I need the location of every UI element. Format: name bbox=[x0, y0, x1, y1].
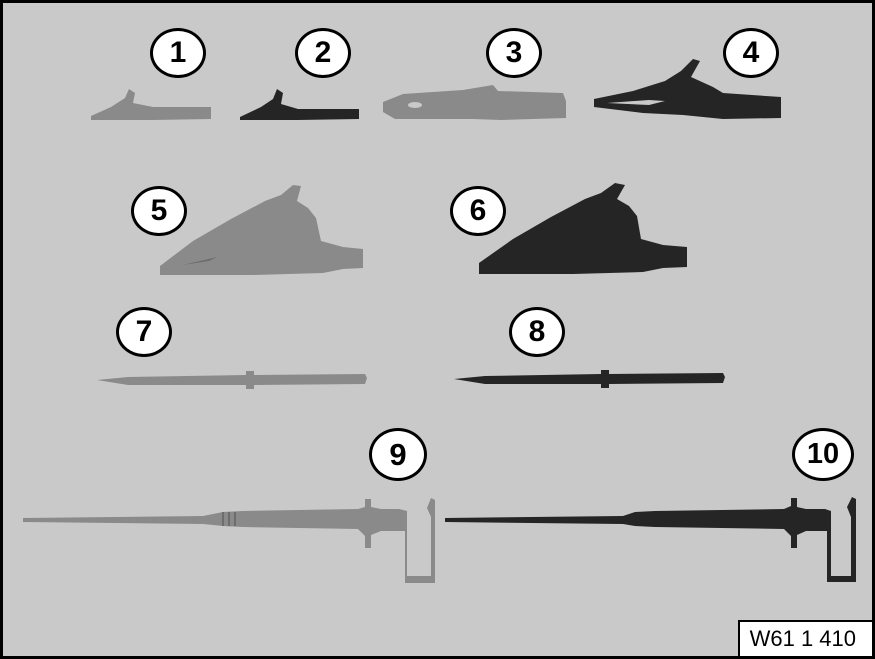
test-leads-illustration bbox=[23, 59, 856, 583]
callout-8: 8 bbox=[509, 307, 565, 357]
item-10-long-test-probe bbox=[445, 497, 856, 582]
callout-3: 3 bbox=[486, 28, 542, 78]
item-3-alligator-clip bbox=[383, 85, 566, 120]
item-5-large-insulated-clip bbox=[160, 185, 363, 275]
item-8-test-probe bbox=[454, 370, 725, 388]
callout-4: 4 bbox=[723, 28, 779, 78]
callout-2: 2 bbox=[295, 28, 351, 78]
item-7-test-probe bbox=[97, 371, 367, 389]
callout-5: 5 bbox=[131, 186, 187, 236]
item-4-alligator-clip bbox=[594, 59, 781, 119]
item-1-small-alligator-clip bbox=[91, 89, 211, 120]
callout-7: 7 bbox=[116, 307, 172, 357]
callout-1: 1 bbox=[150, 28, 206, 78]
item-6-large-insulated-clip bbox=[479, 183, 687, 274]
callout-10: 10 bbox=[792, 428, 854, 481]
item-2-small-alligator-clip bbox=[240, 89, 359, 120]
item-9-long-test-probe bbox=[23, 498, 435, 583]
callout-6: 6 bbox=[450, 186, 506, 236]
figure-code-label: W61 1 410 bbox=[737, 620, 872, 656]
callout-9: 9 bbox=[369, 428, 427, 481]
